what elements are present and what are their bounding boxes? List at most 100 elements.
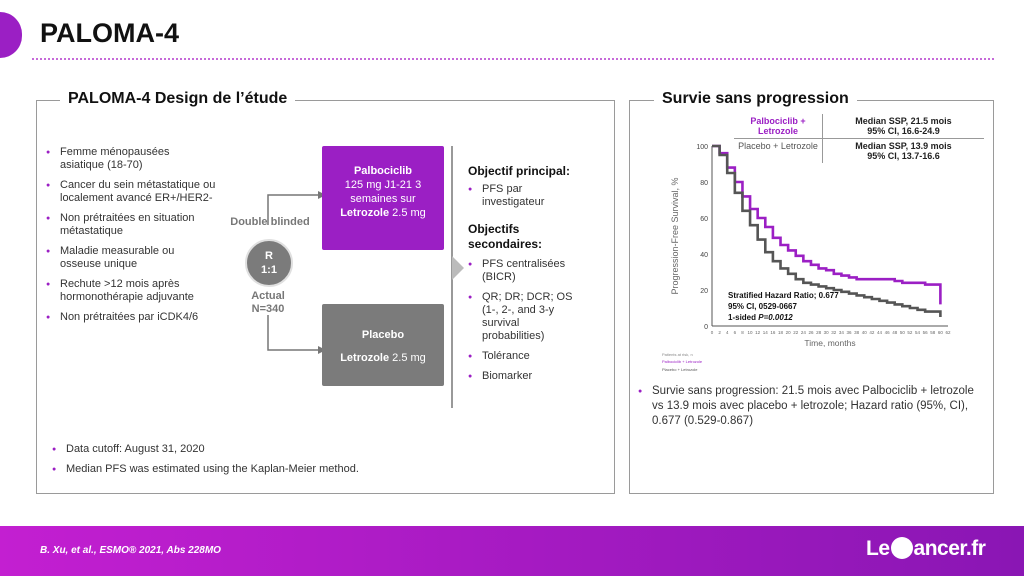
design-note: Data cutoff: August 31, 2020 [52, 443, 592, 456]
x-tick-label: 44 [877, 330, 883, 335]
x-tick-label: 4 [726, 330, 729, 335]
x-tick-label: 34 [839, 330, 845, 335]
randomization-ratio: 1:1 [261, 264, 277, 276]
title-divider [32, 58, 994, 60]
logo-text-pre: Le [866, 537, 890, 560]
survival-curve-placebo [712, 144, 942, 317]
secondary-objective-item: PFS centralisées (BICR) [468, 258, 580, 284]
secondary-objectives-list: PFS centralisées (BICR) QR; DR; DCR; OS … [468, 258, 580, 390]
primary-objective-list: PFS par investigateur [468, 183, 578, 216]
x-tick-label: 0 [711, 330, 714, 335]
chevron-right-icon [452, 256, 464, 280]
secondary-objective-item: Biomarker [468, 370, 580, 383]
x-tick-label: 32 [831, 330, 837, 335]
arm1-dose1: 125 mg J1-21 3 semaines sur [344, 179, 422, 205]
x-tick-label: 56 [923, 330, 929, 335]
legend-placebo-median: Median SSP, 13.9 mois [855, 141, 952, 151]
criteria-item: Maladie measurable ou osseuse unique [46, 245, 216, 271]
x-tick-label: 22 [793, 330, 799, 335]
legend-palbociclib-label: Palbociclib + Letrozole [734, 114, 823, 139]
x-tick-label: 26 [808, 330, 814, 335]
hazard-ratio-pvalue: P=0.0012 [758, 313, 793, 322]
criteria-item: Cancer du sein métastatique ou localemen… [46, 179, 216, 205]
x-axis-title: Time, months [804, 338, 855, 348]
arm2-drug1: Placebo [361, 329, 405, 341]
logo-text-post: ancer.fr [913, 537, 986, 560]
x-tick-label: 14 [763, 330, 769, 335]
x-tick-label: 36 [847, 330, 853, 335]
footer-bar [0, 526, 1024, 576]
x-tick-label: 20 [786, 330, 792, 335]
at-risk-row-label: Palbociclib + Letrozole [662, 359, 703, 364]
y-tick-label: 100 [696, 144, 708, 151]
x-tick-label: 48 [892, 330, 898, 335]
hazard-ratio-line3: 1-sided [728, 313, 759, 322]
hazard-ratio-line2: 95% CI, 0529-0667 [728, 302, 797, 311]
at-risk-title: Patients at risk, n [662, 352, 693, 357]
survival-curve-palbociclib [712, 144, 942, 305]
study-design-title: PALOMA-4 Design de l’étude [60, 90, 296, 108]
x-tick-label: 30 [824, 330, 830, 335]
criteria-item: Rechute >12 mois après hormonothérapie a… [46, 278, 216, 304]
actual-label: Actual [251, 290, 285, 302]
arm2-dose2: 2.5 mg [392, 352, 426, 364]
x-tick-label: 62 [945, 330, 951, 335]
at-risk-row-label: Placebo + Letrozole [662, 367, 698, 372]
design-notes-list: Data cutoff: August 31, 2020 Median PFS … [52, 443, 592, 483]
y-tick-label: 60 [700, 216, 708, 223]
x-tick-label: 28 [816, 330, 822, 335]
x-tick-label: 2 [718, 330, 721, 335]
x-tick-label: 54 [915, 330, 921, 335]
citation-reference: B. Xu, et al., ESMO® 2021, Abs 228MO [40, 545, 221, 556]
corner-tab-decoration [0, 12, 22, 58]
median-pfs-legend: Palbociclib + Letrozole Median SSP, 21.5… [734, 114, 984, 163]
x-tick-label: 10 [748, 330, 754, 335]
primary-objective-item: PFS par investigateur [468, 183, 578, 209]
x-tick-label: 18 [778, 330, 784, 335]
legend-palbociclib-median: Median SSP, 21.5 mois [855, 116, 952, 126]
y-axis-title: Progression-Free Survival, % [670, 177, 680, 294]
randomization-label: R [265, 250, 273, 262]
arm2-drug2: Letrozole [340, 352, 390, 364]
criteria-item: Non prétraitées par iCDK4/6 [46, 311, 216, 324]
x-tick-label: 60 [938, 330, 944, 335]
pfs-title: Survie sans progression [654, 90, 857, 108]
design-note: Median PFS was estimated using the Kapla… [52, 463, 592, 476]
page-title: PALOMA-4 [40, 18, 179, 48]
sample-size-label: N=340 [251, 303, 285, 315]
logo-c-icon [890, 537, 913, 559]
x-tick-label: 6 [734, 330, 737, 335]
criteria-item: Femme ménopausées asiatique (18-70) [46, 146, 216, 172]
x-tick-label: 16 [770, 330, 776, 335]
palbociclib-arm-box: Palbociclib 125 mg J1-21 3 semaines sur … [322, 146, 444, 250]
x-tick-label: 8 [741, 330, 744, 335]
x-tick-label: 24 [801, 330, 807, 335]
pfs-summary: Survie sans progression: 21.5 mois avec … [638, 384, 984, 429]
double-blinded-label: Double blinded [230, 216, 310, 228]
x-tick-label: 46 [885, 330, 891, 335]
secondary-objectives-title: Objectifs secondaires: [468, 222, 543, 251]
y-tick-label: 80 [700, 180, 708, 187]
x-tick-label: 42 [869, 330, 875, 335]
x-tick-label: 40 [862, 330, 868, 335]
hazard-ratio-line1: Stratified Hazard Ratio; 0.677 [728, 291, 839, 300]
y-tick-label: 20 [700, 288, 708, 295]
inclusion-criteria-list: Femme ménopausées asiatique (18-70) Canc… [46, 146, 216, 331]
x-tick-label: 12 [755, 330, 761, 335]
legend-placebo-label: Placebo + Letrozole [734, 138, 823, 163]
x-tick-label: 52 [907, 330, 913, 335]
x-tick-label: 38 [854, 330, 860, 335]
pfs-summary-list: Survie sans progression: 21.5 mois avec … [638, 384, 984, 436]
y-tick-label: 40 [700, 252, 708, 259]
x-tick-label: 58 [930, 330, 936, 335]
placebo-arm-box: Placebo Letrozole 2.5 mg [322, 304, 444, 386]
arm1-drug2: Letrozole [340, 207, 390, 219]
arm1-dose2: 2.5 mg [392, 207, 426, 219]
randomization-circle: R 1:1 [245, 239, 293, 287]
criteria-item: Non prétraitées en situation métastatiqu… [46, 212, 216, 238]
legend-palbociclib-ci: 95% CI, 16.6-24.9 [867, 126, 940, 136]
x-tick-label: 50 [900, 330, 906, 335]
legend-placebo-ci: 95% CI, 13.7-16.6 [867, 151, 940, 161]
secondary-objective-item: QR; DR; DCR; OS (1-, 2-, and 3-y surviva… [468, 291, 580, 343]
lecancer-logo: Le ancer.fr [866, 537, 986, 561]
